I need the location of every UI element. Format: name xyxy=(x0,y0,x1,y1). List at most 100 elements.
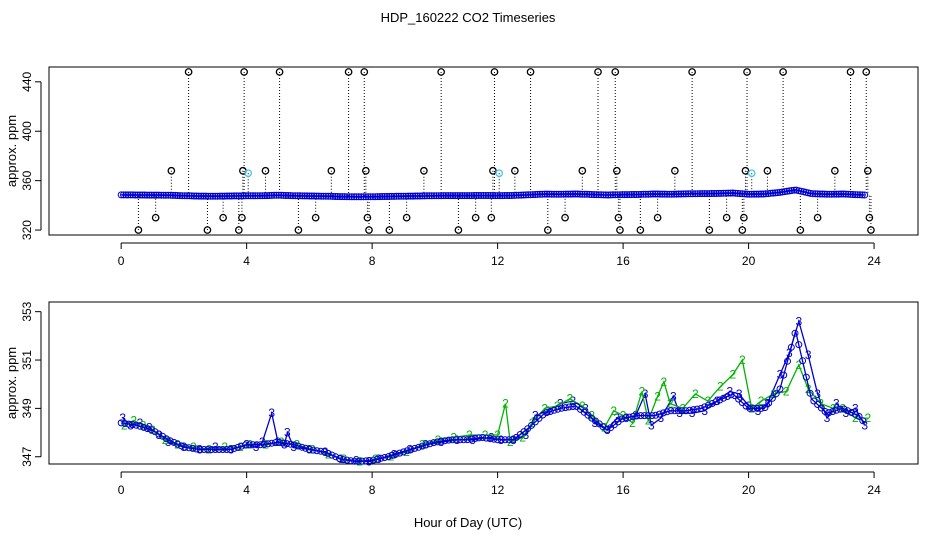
top-base-point xyxy=(517,191,525,199)
top-base-point xyxy=(501,192,509,199)
top-base-point xyxy=(308,192,316,200)
top-base-point xyxy=(618,191,626,199)
top-base-point xyxy=(475,192,483,199)
series-point-circle xyxy=(256,441,264,449)
outlier-point xyxy=(813,213,822,222)
top-base-point xyxy=(214,192,222,200)
outlier-point xyxy=(636,226,645,234)
top-base-point xyxy=(327,192,335,200)
top-base-point xyxy=(449,192,457,200)
series-point-circle xyxy=(422,441,430,449)
top-base-point xyxy=(322,192,330,200)
outlier-point xyxy=(244,169,253,178)
top-base-point xyxy=(771,189,779,197)
top-base-point xyxy=(400,192,407,200)
top-base-point xyxy=(548,190,556,198)
top-droplines xyxy=(137,71,872,231)
top-base-point xyxy=(508,192,516,199)
outlier-point xyxy=(365,226,373,234)
top-base-point xyxy=(675,190,683,198)
outlier-point xyxy=(490,68,499,76)
x-tick-label: 12 xyxy=(491,254,505,268)
series-point-circle xyxy=(245,441,253,449)
series-point-circle xyxy=(467,435,475,443)
series-point-circle xyxy=(132,421,140,429)
top-base-point xyxy=(232,192,240,200)
series-point-2: 2 xyxy=(739,353,746,367)
outlier-point xyxy=(311,213,320,222)
top-base-point xyxy=(818,190,826,198)
top-base-point xyxy=(498,192,506,200)
series-point-circle xyxy=(264,440,272,448)
top-base-point xyxy=(752,190,760,198)
top-base-point xyxy=(461,192,469,200)
top-base-point xyxy=(465,192,473,200)
series-point-3: 3 xyxy=(861,418,868,432)
top-base-point xyxy=(131,191,139,199)
outlier-point xyxy=(402,213,411,222)
top-base-point xyxy=(451,192,459,200)
top-base-point xyxy=(272,191,280,199)
top-base-point xyxy=(840,190,847,198)
top-base-point xyxy=(174,192,182,199)
outlier-point xyxy=(862,68,871,76)
series-point-circle xyxy=(490,435,498,443)
outlier-point xyxy=(511,166,519,175)
series-point-circle xyxy=(332,453,340,461)
top-base-point xyxy=(729,189,737,197)
top-base-point xyxy=(127,191,135,199)
top-base-point xyxy=(724,189,732,197)
top-base-point xyxy=(672,190,680,198)
series-point-circle xyxy=(253,441,261,449)
top-base-point xyxy=(640,190,647,198)
outlier-point xyxy=(454,226,463,234)
series-point-circle xyxy=(388,451,396,459)
top-base-point xyxy=(783,187,791,195)
series-point-circle xyxy=(791,329,799,337)
series-point-3: 3 xyxy=(212,440,219,454)
top-base-point xyxy=(402,192,410,200)
series-point-circle xyxy=(452,436,460,444)
top-base-point xyxy=(315,192,323,200)
top-base-point xyxy=(138,191,146,199)
series-point-circle xyxy=(464,436,471,444)
top-base-point xyxy=(774,189,782,197)
x-axis-label: Hour of Day (UTC) xyxy=(414,515,522,530)
series-point-circle xyxy=(806,389,814,397)
top-base-point xyxy=(247,192,255,200)
top-base-point xyxy=(858,191,866,199)
top-base-point xyxy=(743,190,751,198)
top-base-point xyxy=(534,190,542,198)
top-base-point xyxy=(136,191,144,199)
top-base-point xyxy=(694,190,702,198)
series-point-circle xyxy=(170,438,178,446)
series-point-3: 3 xyxy=(119,411,126,425)
series-point-circle xyxy=(625,413,633,421)
top-base-point xyxy=(418,192,426,200)
top-base-point xyxy=(141,191,149,199)
top-x-axis: 0 4 8 12 16 20 24 xyxy=(118,242,881,268)
series-point-circle xyxy=(272,439,279,447)
series-point-3: 3 xyxy=(755,404,762,418)
outlier-point xyxy=(722,213,731,222)
bottom-plot-frame xyxy=(48,301,919,465)
series-point-circle xyxy=(712,398,720,406)
series-point-circle xyxy=(125,420,133,428)
top-base-point xyxy=(531,191,539,198)
top-base-point xyxy=(282,192,290,199)
series-point-circle xyxy=(618,415,626,423)
series-point-circle xyxy=(418,442,426,450)
outlier-point xyxy=(763,166,772,175)
series-point-2: 2 xyxy=(692,387,699,401)
series-point-2: 2 xyxy=(852,411,859,425)
series-point-circle xyxy=(369,456,377,464)
top-base-point xyxy=(430,192,438,200)
top-base-point xyxy=(781,188,789,196)
top-base-point xyxy=(152,191,160,199)
top-base-point xyxy=(463,192,471,200)
series-point-circle xyxy=(200,446,208,453)
y-tick-label: 400 xyxy=(20,121,34,141)
series-point-circle xyxy=(400,448,407,456)
top-base-point xyxy=(348,193,356,201)
top-base-point xyxy=(275,191,283,199)
